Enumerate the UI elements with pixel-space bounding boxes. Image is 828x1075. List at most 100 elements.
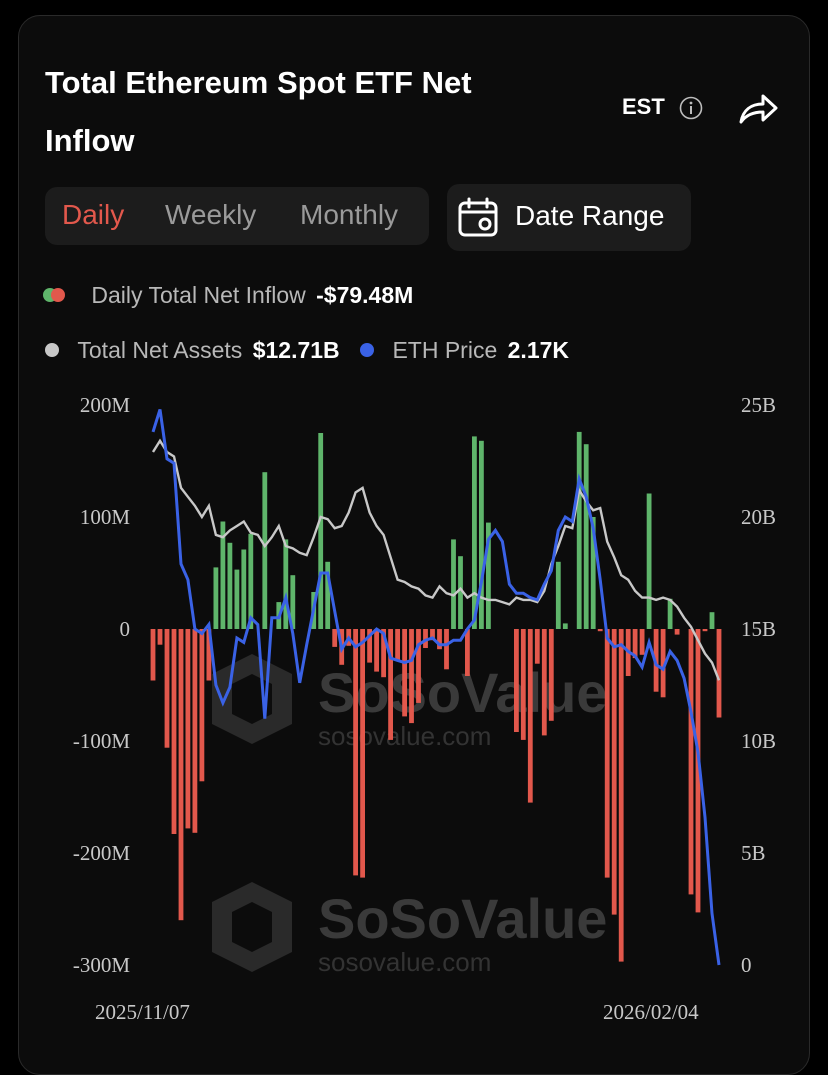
legend-inflow-label: Daily Total Net Inflow — [91, 282, 306, 308]
price-line — [151, 409, 721, 966]
inflow-bar — [527, 629, 533, 803]
left-tick-label: -300M — [73, 953, 130, 977]
inflow-bar — [262, 472, 268, 629]
inflow-bar — [416, 629, 421, 703]
assets-dot — [45, 343, 59, 357]
inflow-bar — [374, 629, 379, 672]
inflow-bar — [171, 629, 177, 834]
inflow-bar — [486, 522, 491, 629]
inflow-bar — [332, 629, 338, 647]
right-tick-label: 0 — [741, 953, 752, 977]
inflow-bar — [430, 629, 435, 641]
inflow-bar — [283, 539, 289, 629]
inflow-bar — [325, 561, 331, 629]
inflow-negative-dot — [51, 288, 65, 302]
left-tick-label: -100M — [73, 729, 130, 753]
inflow-bars — [150, 431, 722, 962]
inflow-bar — [646, 493, 652, 629]
inflow-bar — [674, 629, 680, 635]
inflow-bar — [562, 623, 568, 629]
watermark-brand-top: SoSoValue — [318, 661, 607, 724]
inflow-bar — [234, 569, 240, 629]
inflow-bar — [185, 629, 191, 829]
legend-inflow: Daily Total Net Inflow -$79.48M — [43, 282, 413, 309]
inflow-bar — [353, 629, 358, 876]
tab-daily[interactable]: Daily — [62, 199, 125, 230]
inflow-bar — [632, 629, 638, 659]
inflow-bar — [178, 629, 184, 921]
left-axis: 200M 100M 0 -100M -200M -300M — [73, 393, 130, 977]
calendar-icon — [458, 197, 498, 237]
inflow-bar — [150, 629, 156, 681]
info-icon[interactable] — [679, 96, 703, 120]
inflow-bar — [604, 629, 610, 878]
inflow-bar — [199, 629, 205, 782]
x-tick-start: 2025/11/07 — [95, 1000, 190, 1024]
inflow-bar — [514, 629, 519, 732]
inflow-bar — [290, 575, 296, 629]
tab-monthly[interactable]: Monthly — [300, 199, 399, 230]
inflow-bar — [248, 533, 254, 629]
legend-assets-value: $12.71B — [252, 337, 340, 363]
inflow-bar — [402, 629, 407, 717]
inflow-bar — [716, 629, 722, 718]
inflow-bar — [241, 549, 247, 629]
inflow-bar — [227, 542, 233, 629]
right-axis: 25B 20B 15B 10B 5B 0 — [741, 393, 776, 977]
inflow-bar — [548, 629, 554, 721]
inflow-bar — [360, 629, 365, 878]
inflow-bar — [688, 629, 694, 895]
inflow-bar — [555, 561, 561, 629]
inflow-bar — [660, 629, 666, 698]
tab-weekly[interactable]: Weekly — [165, 199, 257, 230]
left-tick-label: -200M — [73, 841, 130, 865]
date-range-button[interactable]: Date Range — [447, 184, 691, 251]
inflow-bar — [206, 629, 212, 681]
inflow-bar — [611, 629, 617, 915]
left-tick-label: 0 — [120, 617, 131, 641]
legend-price-value: 2.17K — [507, 337, 570, 363]
right-tick-label: 10B — [741, 729, 776, 753]
right-tick-label: 25B — [741, 393, 776, 417]
inflow-bar — [423, 629, 428, 648]
timezone-button[interactable]: EST — [622, 94, 665, 119]
inflow-bar — [590, 517, 596, 629]
inflow-bar — [318, 433, 324, 629]
inflow-bar — [667, 598, 673, 629]
share-icon[interactable] — [737, 90, 779, 128]
legend-price-label: ETH Price — [392, 337, 498, 363]
chart-area: SoSoValue sosovalue.com SoSoValue sosova… — [73, 393, 776, 1024]
inflow-bar — [472, 436, 477, 629]
right-tick-label: 5B — [741, 841, 766, 865]
inflow-bar — [220, 521, 226, 629]
inflow-bar — [213, 567, 219, 629]
inflow-bar — [618, 629, 624, 962]
watermark-brand-bottom: SoSoValue — [318, 887, 607, 950]
inflow-bar — [576, 431, 582, 629]
inflow-bar — [437, 629, 442, 650]
inflow-bar — [479, 440, 484, 629]
legend-assets-label: Total Net Assets — [77, 337, 243, 363]
assets-line — [151, 438, 721, 681]
period-toggle: Daily Weekly Monthly — [45, 187, 429, 245]
inflow-bar — [465, 629, 470, 676]
inflow-bar — [395, 629, 400, 661]
inflow-bar — [520, 629, 526, 740]
inflow-bar — [583, 444, 589, 629]
right-tick-label: 20B — [741, 505, 776, 529]
right-tick-label: 15B — [741, 617, 776, 641]
watermark-domain-top: sosovalue.com — [318, 721, 491, 751]
legend-inflow-value: -$79.48M — [316, 282, 414, 308]
inflow-bar — [367, 629, 372, 663]
x-tick-end: 2026/02/04 — [603, 1000, 699, 1024]
inflow-bar — [695, 629, 701, 913]
inflow-bar — [639, 629, 645, 655]
left-tick-label: 200M — [80, 393, 131, 417]
inflow-bar — [381, 629, 386, 678]
inflow-bar — [458, 556, 463, 629]
inflow-bar — [451, 539, 456, 629]
price-dot — [360, 343, 375, 357]
inflow-bar — [388, 629, 393, 740]
left-tick-label: 100M — [80, 505, 131, 529]
chart-title: Total Ethereum Spot ETF Net Inflow — [45, 65, 472, 158]
